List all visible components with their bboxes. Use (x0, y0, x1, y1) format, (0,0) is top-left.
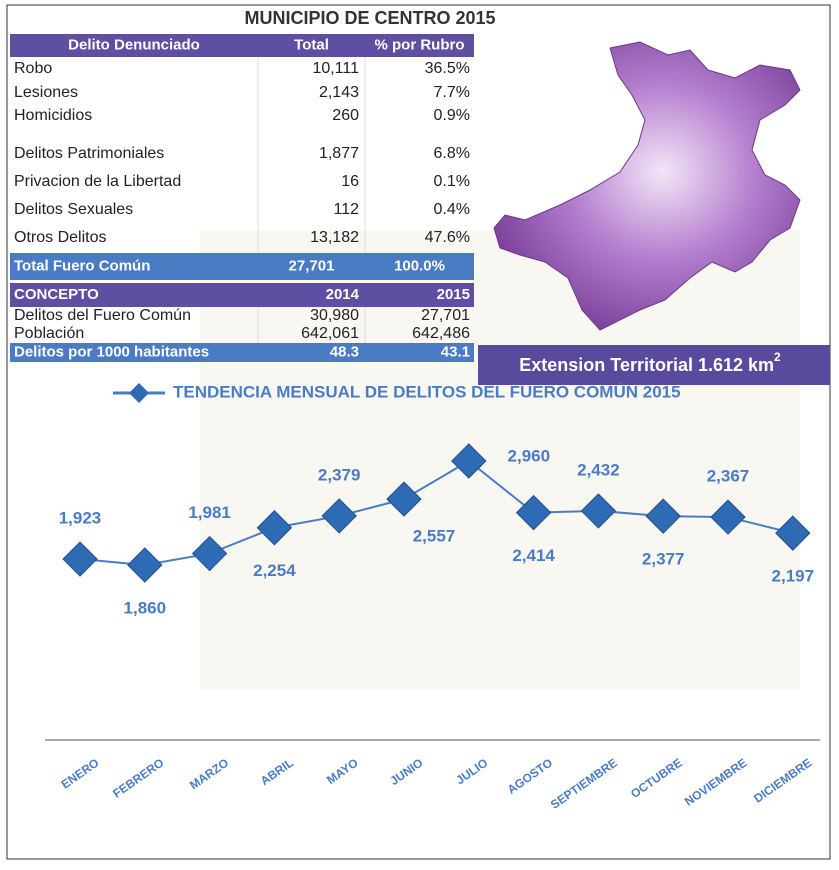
cell: 1,877 (319, 145, 359, 162)
data-label: 2,254 (253, 561, 296, 580)
legend-marker (129, 383, 149, 403)
cell: 642,061 (301, 325, 359, 342)
table-total (10, 343, 474, 362)
cell: 10,111 (312, 60, 359, 77)
total-cell: 27,701 (289, 257, 335, 274)
cell: Robo (14, 60, 52, 77)
data-label: 2,960 (508, 446, 551, 465)
x-tick-label: AGOSTO (505, 756, 555, 797)
x-tick-label: JUNIO (387, 756, 425, 789)
data-label: 2,414 (512, 546, 555, 565)
data-label: 1,923 (59, 509, 102, 528)
x-tick-label: SEPTIEMBRE (548, 756, 620, 812)
cell: Lesiones (14, 84, 78, 101)
x-tick-label: OCTUBRE (628, 756, 685, 802)
x-tick-label: MARZO (187, 756, 231, 793)
marker (127, 547, 163, 583)
x-tick-label: MAYO (324, 756, 361, 787)
cell: 260 (332, 107, 359, 124)
legend-label: TENDENCIA MENSUAL DE DELITOS DEL FUERO C… (173, 382, 681, 401)
marker (62, 541, 98, 577)
cell: 0.1% (434, 173, 470, 190)
marker (451, 443, 487, 479)
table-total (10, 253, 474, 280)
data-label: 2,379 (318, 465, 361, 484)
cell: 13,182 (310, 229, 359, 246)
cell: 47.6% (425, 229, 470, 246)
marker (386, 481, 422, 517)
data-label: 2,197 (772, 567, 815, 586)
header-cell: 2014 (326, 286, 360, 303)
x-tick-label: NOVIEMBRE (682, 756, 750, 809)
data-label: 2,377 (642, 550, 685, 569)
cell: 112 (333, 201, 359, 218)
cell: 6.8% (434, 145, 470, 162)
cell: 0.4% (434, 201, 470, 218)
cell: 27,701 (421, 307, 470, 324)
total-cell: 100.0% (394, 257, 445, 274)
header-cell: 2015 (437, 286, 470, 303)
total-cell: Total Fuero Común (14, 257, 150, 274)
header-cell: CONCEPTO (14, 286, 99, 303)
total-cell: 48.3 (330, 343, 359, 360)
territory-map (493, 41, 801, 331)
cell: Delitos del Fuero Común (14, 307, 191, 324)
data-label: 2,367 (707, 467, 750, 486)
header-cell: Total (294, 36, 329, 53)
cell: 16 (341, 173, 359, 190)
cell: Privacion de la Libertad (14, 173, 181, 190)
extension-box (478, 345, 830, 385)
cell: 7.7% (434, 84, 470, 101)
x-tick-label: ABRIL (258, 756, 296, 789)
table-header (10, 34, 474, 57)
marker (515, 494, 552, 531)
cell: Otros Delitos (14, 229, 106, 246)
data-label: 1,981 (188, 503, 231, 522)
x-tick-label: ENERO (59, 756, 102, 792)
cell: 30,980 (310, 307, 359, 324)
cell: Homicidios (14, 107, 92, 124)
cell: 0.9% (434, 107, 470, 124)
marker (256, 510, 293, 546)
cell: Población (14, 325, 84, 342)
cell: Delitos Sexuales (14, 201, 133, 218)
data-label: 2,557 (413, 527, 456, 546)
table-header (10, 283, 474, 307)
x-tick-label: FEBRERO (110, 756, 166, 801)
extension-label: Extension Territorial 1.612 km (519, 355, 774, 375)
cell: 36.5% (425, 60, 470, 77)
marker (645, 498, 681, 534)
marker (775, 515, 811, 551)
marker (580, 493, 617, 529)
frame (6, 4, 831, 860)
total-cell: 43.1 (441, 343, 470, 360)
title: MUNICIPIO DE CENTRO 2015 (244, 8, 495, 28)
marker (710, 499, 746, 535)
x-tick-label: DICIEMBRE (751, 756, 814, 806)
x-tick-label: JULIO (453, 756, 490, 788)
extension-superscript: 2 (774, 350, 781, 364)
cell: 2,143 (319, 84, 359, 101)
marker (191, 535, 228, 572)
cell: Delitos Patrimoniales (14, 145, 164, 162)
header-cell: % por Rubro (375, 36, 465, 53)
header-cell: Delito Denunciado (68, 36, 200, 53)
total-cell: Delitos por 1000 habitantes (14, 343, 209, 360)
marker (321, 498, 357, 534)
data-label: 2,432 (577, 460, 620, 479)
extension-text: Extension Territorial 1.612 km2 (519, 350, 781, 375)
cell: 642,486 (412, 325, 470, 342)
data-label: 1,860 (124, 598, 167, 617)
